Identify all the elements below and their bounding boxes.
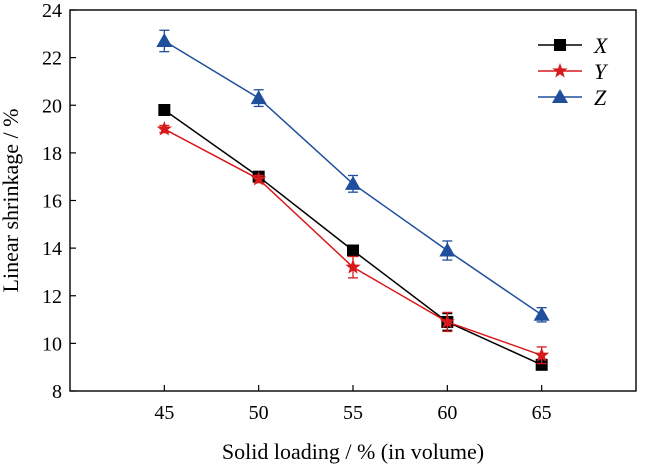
data-point [439,242,456,257]
y-tick-label: 8 [52,381,62,403]
series-X [158,104,548,371]
y-tick-label: 24 [42,0,62,22]
x-tick-label: 55 [343,402,363,424]
y-tick-label: 22 [42,48,62,70]
series-layer [156,29,550,371]
legend-label: Y [594,59,609,84]
plot-border [69,9,637,392]
legend-item-X: X [538,33,609,58]
legend-marker [554,39,566,51]
data-point [250,90,267,105]
data-point [345,175,361,190]
series-line [163,128,542,356]
y-tick-label: 20 [42,95,62,117]
series-Z [156,29,550,323]
legend-marker [552,63,568,78]
x-tick-label: 45 [154,402,174,424]
legend-item-Y: Y [538,59,609,84]
y-tick-label: 16 [42,191,62,213]
y-tick-label: 12 [42,286,62,308]
legend-marker [552,89,568,103]
data-point [535,358,548,371]
y-axis-title: Linear shrinkage / % [0,109,23,293]
x-tick-label: 50 [249,402,269,424]
y-tick-label: 18 [42,143,62,165]
data-point [158,104,171,117]
data-point [156,32,173,47]
data-point [156,121,172,136]
legend-item-Z: Z [538,85,607,110]
x-axis: 45 50 55 60 65 [154,385,552,424]
y-tick-label: 10 [42,333,62,355]
y-tick-label: 14 [42,238,62,260]
series-Y [156,121,550,365]
x-tick-label: 65 [532,402,552,424]
legend: XYZ [538,33,609,110]
data-point [533,306,550,321]
data-point [534,347,550,362]
data-point [347,244,359,257]
data-point [439,313,455,329]
data-point [345,259,361,274]
legend-label: Z [594,85,607,110]
x-axis-title: Solid loading / % (in volume) [222,439,484,464]
series-line [163,109,542,366]
legend-label: X [593,33,609,58]
x-tick-label: 60 [437,402,457,424]
y-axis: 8 10 12 14 16 18 20 22 24 [42,0,76,403]
plot-frame [69,9,637,392]
data-point [251,171,267,186]
